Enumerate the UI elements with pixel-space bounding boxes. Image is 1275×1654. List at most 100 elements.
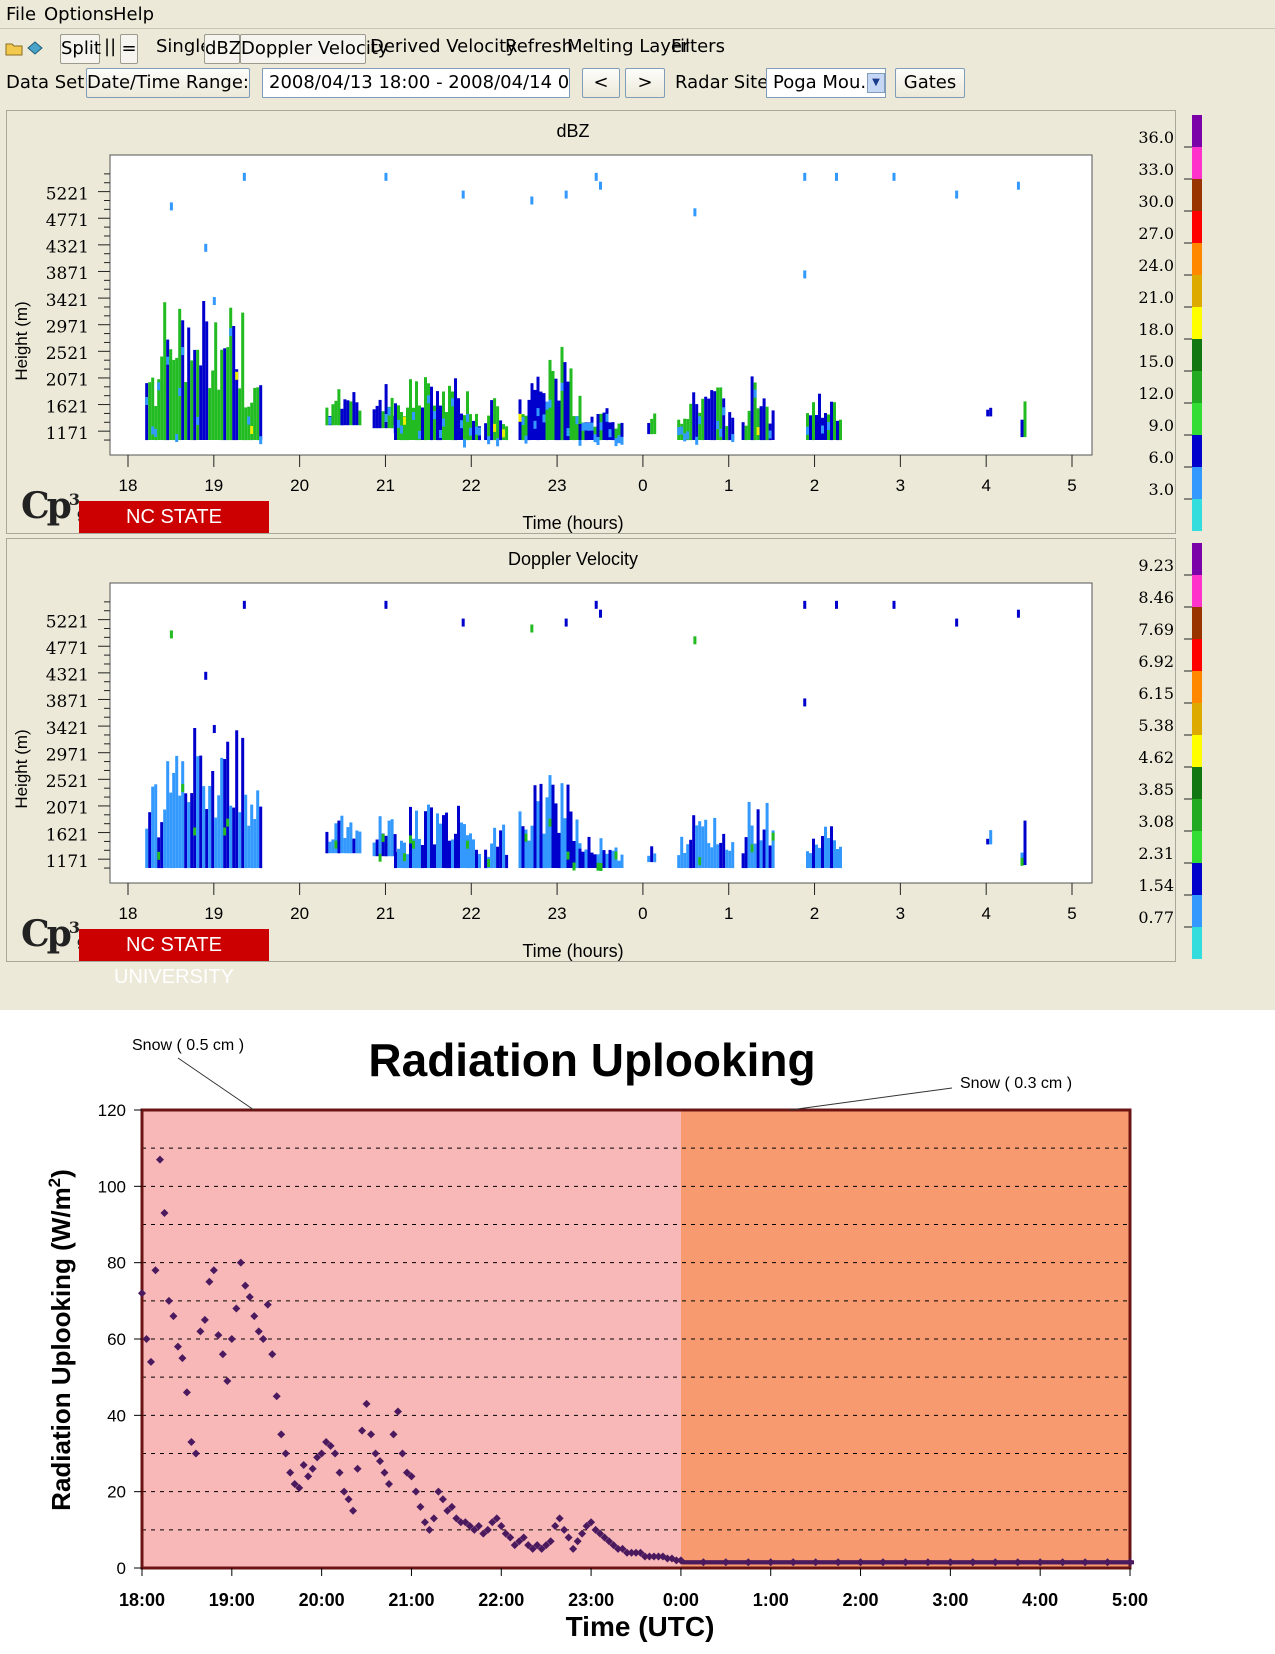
data-point — [245, 1293, 254, 1302]
colorbar-label: 15.0 — [1138, 352, 1174, 371]
data-point — [636, 1548, 645, 1557]
colorbar-label: 6.15 — [1138, 684, 1174, 703]
echo-column — [608, 849, 612, 868]
x-tick-label: 2 — [810, 904, 819, 923]
data-point — [290, 1480, 299, 1489]
menu-file[interactable]: File — [6, 4, 37, 25]
echo-column — [560, 346, 564, 441]
echo-gate — [412, 840, 415, 849]
x-tick-label: 23 — [548, 904, 567, 923]
echo-column — [436, 813, 439, 868]
data-point — [272, 1392, 281, 1401]
melting-layer-button[interactable]: Melting Layer — [567, 36, 690, 57]
date-time-range-button[interactable]: Date/Time Range: — [86, 68, 250, 98]
doppler-velocity-button[interactable]: Doppler Velocity — [240, 34, 389, 64]
x-tick-label: 21 — [376, 476, 395, 495]
data-point — [160, 1209, 169, 1218]
echo-column — [505, 854, 509, 869]
data-point — [241, 1281, 250, 1290]
echo-column — [683, 418, 687, 440]
colorbar-swatch — [1192, 543, 1202, 575]
echo-column — [753, 382, 757, 441]
echo-column — [596, 854, 600, 868]
echo-column — [390, 397, 394, 429]
echo-column — [340, 815, 344, 854]
echo-gate — [614, 851, 618, 860]
menu-help[interactable]: Help — [113, 4, 155, 25]
echo-column — [187, 327, 191, 440]
echo-column — [747, 801, 751, 868]
data-point — [537, 1544, 546, 1553]
echo-gate — [686, 431, 690, 440]
data-point — [385, 1480, 393, 1489]
echo-gate — [524, 833, 528, 842]
echo-column — [496, 406, 500, 440]
refresh-button[interactable]: Refresh — [505, 36, 573, 57]
previous-button[interactable]: < — [582, 68, 620, 98]
annotation-leader — [789, 1087, 953, 1111]
y-tick-label: 60 — [107, 1330, 126, 1349]
radiation-uplooking-figure: Radiation Uplooking 0 20 40 60 80 100 120 18:00 1… — [0, 1010, 1275, 1650]
side-by-side-button[interactable]: || — [104, 36, 117, 57]
dbz-button[interactable]: dBZ — [204, 34, 241, 64]
x-tick-label: 20:00 — [299, 1590, 345, 1610]
date-time-range-field[interactable]: 2008/04/13 18:00 - 2008/04/14 05:00 — [262, 68, 570, 98]
data-point — [358, 1426, 367, 1435]
echo-gate — [533, 420, 537, 429]
derived-velocity-button[interactable]: Derived Velocity — [370, 36, 517, 57]
echo-column — [178, 795, 182, 868]
gates-button[interactable]: Gates — [895, 68, 965, 98]
data-point — [281, 1449, 290, 1458]
y-tick-label: 4771 — [46, 211, 89, 231]
echo-gate — [400, 425, 403, 434]
data-point — [182, 1388, 191, 1397]
menu-options[interactable]: Options — [44, 4, 114, 25]
data-point — [398, 1449, 407, 1458]
single-button[interactable]: Single — [156, 36, 212, 57]
next-button[interactable]: > — [625, 68, 665, 98]
echo-column — [809, 415, 812, 440]
echo-gate — [387, 407, 391, 416]
echo-gate — [518, 413, 522, 422]
echo-column — [596, 414, 600, 440]
split-button[interactable]: Split — [60, 34, 101, 64]
data-point — [420, 1518, 429, 1527]
isolated-gate — [803, 698, 807, 707]
y-tick-label: 1171 — [46, 424, 89, 444]
echo-gate — [575, 416, 579, 425]
x-tick-label: 0:00 — [663, 1590, 699, 1610]
echo-gate — [259, 436, 263, 445]
stacked-button[interactable]: = — [120, 34, 138, 64]
open-folder-icon[interactable] — [5, 40, 23, 56]
doppler-velocity-colorbar: 9.23 8.46 7.69 6.92 6.15 5.38 4.62 3.85 3.08 2.31… — [1138, 543, 1202, 959]
echo-column — [713, 817, 717, 869]
x-tick-label: 4:00 — [1022, 1590, 1058, 1610]
data-point — [200, 1315, 209, 1324]
echo-column — [145, 828, 149, 868]
echo-region — [394, 804, 481, 869]
echo-column — [710, 847, 714, 869]
echo-column — [653, 413, 657, 435]
echo-column — [771, 410, 775, 440]
y-tick-label: 2971 — [46, 745, 89, 765]
echo-gate — [460, 420, 463, 429]
filters-button[interactable]: Filters — [671, 36, 725, 57]
echo-column — [424, 377, 427, 441]
echo-column — [741, 853, 745, 869]
echo-gate — [157, 851, 161, 860]
echo-column — [484, 423, 488, 440]
echo-column — [439, 823, 442, 868]
data-point — [510, 1541, 519, 1550]
echo-column — [493, 398, 497, 441]
data-point — [425, 1525, 434, 1534]
echo-gate — [487, 436, 491, 445]
chevron-down-icon[interactable]: ▼ — [867, 73, 885, 93]
data-point — [142, 1335, 151, 1343]
radar-site-select[interactable]: Poga Mou... — [766, 68, 886, 98]
save-icon[interactable] — [26, 40, 44, 56]
echo-column — [611, 422, 615, 441]
echo-gate — [683, 433, 687, 442]
colorbar-label: 4.62 — [1138, 748, 1174, 767]
x-axis-label: Time (hours) — [522, 941, 623, 961]
echo-gate — [378, 853, 382, 862]
